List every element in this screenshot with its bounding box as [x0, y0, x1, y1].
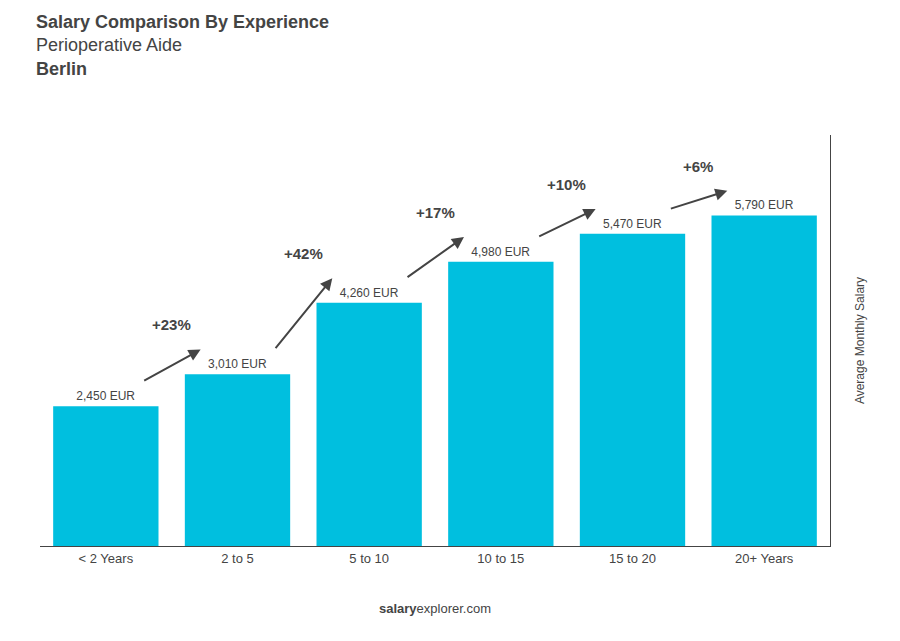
svg-text:+23%: +23%	[152, 316, 191, 333]
svg-text:Salary Comparison By Experienc: Salary Comparison By ExperiencePeriopera…	[36, 12, 329, 79]
svg-text:2,450 EUR: 2,450 EUR	[76, 389, 135, 403]
svg-text:4,260 EUR: 4,260 EUR	[340, 286, 399, 300]
svg-text:+6%: +6%	[683, 158, 713, 175]
svg-text:+10%: +10%	[547, 176, 586, 193]
svg-text:< 2 Years: < 2 Years	[79, 551, 134, 566]
svg-text:5,470 EUR: 5,470 EUR	[603, 217, 662, 231]
svg-text:5,790 EUR: 5,790 EUR	[735, 198, 794, 212]
svg-text:10 to 15: 10 to 15	[477, 551, 524, 566]
svg-text:4,980 EUR: 4,980 EUR	[471, 245, 530, 259]
svg-text:5 to 10: 5 to 10	[349, 551, 389, 566]
svg-text:2 to 5: 2 to 5	[221, 551, 254, 566]
svg-text:3,010 EUR: 3,010 EUR	[208, 357, 267, 371]
svg-text:+17%: +17%	[416, 204, 455, 221]
svg-text:Average Monthly Salary: Average Monthly Salary	[853, 277, 867, 404]
svg-text:+42%: +42%	[284, 245, 323, 262]
svg-text:20+ Years: 20+ Years	[735, 551, 794, 566]
svg-text:salaryexplorer.com: salaryexplorer.com	[379, 601, 491, 616]
svg-text:15 to 20: 15 to 20	[609, 551, 656, 566]
